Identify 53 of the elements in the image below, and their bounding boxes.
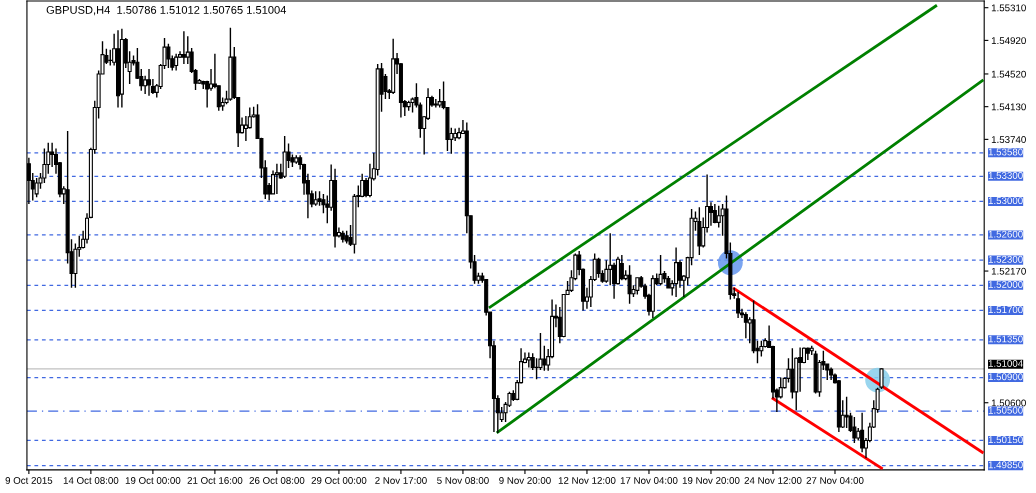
candlestick <box>743 311 748 339</box>
candlestick <box>542 345 547 372</box>
ref-line-label: 1.53300 <box>988 172 1023 179</box>
ref-line-label: 1.51700 <box>988 306 1023 314</box>
ref-line-label: 1.52000 <box>988 281 1023 288</box>
candlestick <box>34 177 39 198</box>
ref-line-label: 1.51004 <box>988 360 1023 367</box>
y-tick-label: 1.52170 <box>991 267 1026 275</box>
ref-line-label: 1.50500 <box>988 406 1023 414</box>
candlestick <box>604 259 609 284</box>
ref-line-label: 1.52600 <box>988 230 1023 238</box>
ref-line-label: 1.49850 <box>988 461 1023 469</box>
x-tick-label: 14 Oct 08:00 <box>63 477 119 484</box>
x-tick-label: 5 Nov 08:00 <box>437 477 489 484</box>
candlestick <box>274 163 279 195</box>
y-tick-label: 1.54520 <box>991 70 1026 78</box>
candlestick <box>619 254 624 281</box>
candlestick <box>166 43 171 69</box>
x-tick-label: 27 Nov 04:00 <box>806 477 864 484</box>
y-tick-label: 1.55310 <box>991 4 1026 12</box>
x-tick-label: 21 Oct 16:00 <box>187 477 243 484</box>
x-tick-label: 9 Nov 20:00 <box>499 477 551 484</box>
x-tick-label: 2 Nov 17:00 <box>375 477 427 484</box>
ref-line-label: 1.52300 <box>988 255 1023 263</box>
ref-line-label: 1.50150 <box>988 436 1023 444</box>
candlestick <box>364 177 369 198</box>
x-tick-label: 12 Nov 12:00 <box>558 477 616 484</box>
x-tick-label: 26 Oct 08:00 <box>249 477 305 484</box>
candlestick <box>677 259 682 289</box>
candlestick <box>143 74 148 95</box>
x-tick-label: 29 Oct 00:00 <box>311 477 367 484</box>
y-tick-label: 1.50600 <box>991 399 1026 407</box>
candlestick <box>674 246 679 298</box>
candlestick <box>790 347 795 400</box>
candlestick <box>736 291 741 319</box>
ref-line-label: 1.50900 <box>988 373 1023 381</box>
ref-line-label: 1.53580 <box>988 148 1023 156</box>
x-tick-label: 19 Oct 00:00 <box>125 477 181 484</box>
candlestick <box>534 357 539 380</box>
x-tick-label: 19 Nov 20:00 <box>682 477 740 484</box>
y-tick-label: 1.54130 <box>991 103 1026 111</box>
candlestick <box>433 98 438 109</box>
ref-line-label: 1.53000 <box>988 197 1023 205</box>
candlestick <box>596 256 601 279</box>
y-tick-label: 1.54920 <box>991 37 1026 45</box>
x-tick-label: 9 Oct 2015 <box>5 477 53 484</box>
x-tick-label: 24 Nov 12:00 <box>744 477 802 484</box>
chart-title: GBPUSD,H4 1.50786 1.51012 1.50765 1.51004 <box>46 5 287 16</box>
candlestick <box>844 396 849 429</box>
x-tick-label: 17 Nov 04:00 <box>620 477 678 484</box>
y-tick-label: 1.53740 <box>991 136 1026 143</box>
candlestick <box>608 232 613 287</box>
ref-line-label: 1.51350 <box>988 335 1023 343</box>
